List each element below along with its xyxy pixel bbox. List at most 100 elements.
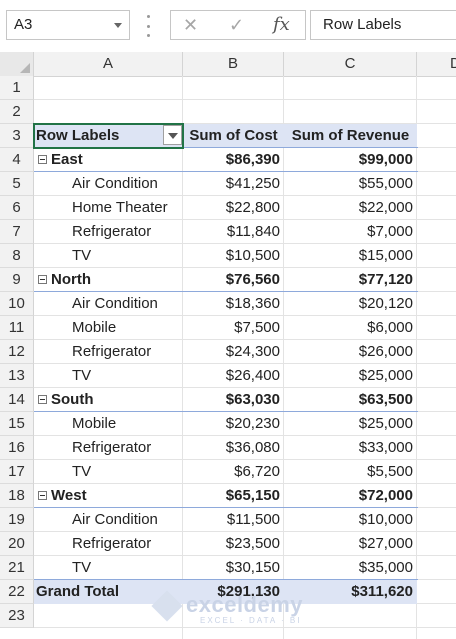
pivot-grand-total-revenue[interactable]: $311,620 [284, 580, 417, 604]
pivot-item-label[interactable]: Refrigerator [34, 340, 183, 364]
pivot-cost-value[interactable]: $18,360 [225, 295, 280, 312]
pivot-item-label[interactable]: Refrigerator [34, 436, 183, 460]
pivot-item-label[interactable]: Mobile [34, 316, 183, 340]
pivot-item-label[interactable]: Refrigerator [34, 220, 183, 244]
row-header-22[interactable]: 22 [0, 580, 34, 604]
column-header-d[interactable]: D [450, 55, 456, 72]
pivot-cost-value[interactable]: $20,230 [225, 415, 280, 432]
pivot-cost-value[interactable]: $86,390 [225, 151, 280, 168]
pivot-item-label[interactable]: Refrigerator [34, 532, 183, 556]
pivot-region-label[interactable]: North [34, 268, 183, 292]
pivot-header-sum-of-revenue[interactable]: Sum of Revenue [284, 124, 417, 148]
row-header-9[interactable]: 9 [0, 268, 34, 292]
row-header-5[interactable]: 5 [0, 172, 34, 196]
enter-check-icon[interactable]: ✓ [229, 15, 245, 35]
pivot-cost-value[interactable]: $7,500 [234, 319, 280, 336]
column-header-b[interactable]: B [183, 52, 284, 76]
pivot-revenue-value[interactable]: $22,000 [358, 199, 413, 216]
row-header-15[interactable]: 15 [0, 412, 34, 436]
pivot-revenue-value[interactable]: $72,000 [358, 487, 413, 504]
row-header-11[interactable]: 11 [0, 316, 34, 340]
pivot-cost-value[interactable]: $6,720 [234, 463, 280, 480]
pivot-cost-value[interactable]: $23,500 [225, 535, 280, 552]
pivot-revenue-value[interactable]: $63,500 [358, 391, 413, 408]
pivot-header-row-labels[interactable]: Row Labels [34, 124, 183, 148]
pivot-revenue-value[interactable]: $25,000 [358, 367, 413, 384]
pivot-revenue-value[interactable]: $6,000 [367, 319, 413, 336]
drag-handle-icon[interactable] [147, 15, 150, 37]
pivot-revenue-value[interactable]: $25,000 [358, 415, 413, 432]
collapse-minus-icon[interactable] [38, 154, 47, 164]
row-header-14[interactable]: 14 [0, 388, 34, 412]
select-all-button[interactable] [0, 52, 34, 76]
row-header-4[interactable]: 4 [0, 148, 34, 172]
row-header-20[interactable]: 20 [0, 532, 34, 556]
pivot-revenue-value[interactable]: $15,000 [358, 247, 413, 264]
pivot-cost-value[interactable]: $30,150 [225, 559, 280, 576]
pivot-cost-value[interactable]: $65,150 [225, 487, 280, 504]
row-header-13[interactable]: 13 [0, 364, 34, 388]
row-header-10[interactable]: 10 [0, 292, 34, 316]
pivot-header-sum-of-cost[interactable]: Sum of Cost [183, 124, 284, 148]
row-header-19[interactable]: 19 [0, 508, 34, 532]
pivot-item-label[interactable]: TV [34, 364, 183, 388]
pivot-item-label[interactable]: Air Condition [34, 508, 183, 532]
pivot-item-label[interactable]: Mobile [34, 412, 183, 436]
pivot-item-label[interactable]: Air Condition [34, 292, 183, 316]
pivot-item-label[interactable]: Air Condition [34, 172, 183, 196]
pivot-region-label[interactable]: East [34, 148, 183, 172]
row-header-17[interactable]: 17 [0, 460, 34, 484]
pivot-item-label[interactable]: Home Theater [34, 196, 183, 220]
pivot-cost-value[interactable]: $36,080 [225, 439, 280, 456]
collapse-minus-icon[interactable] [38, 274, 47, 284]
name-box[interactable]: A3 [6, 10, 130, 40]
row-header-2[interactable]: 2 [0, 100, 34, 124]
pivot-revenue-value[interactable]: $10,000 [358, 511, 413, 528]
pivot-revenue-value[interactable]: $99,000 [358, 151, 413, 168]
pivot-item-label[interactable]: TV [34, 556, 183, 580]
pivot-cost-value[interactable]: $63,030 [225, 391, 280, 408]
gridline-vertical [283, 76, 284, 639]
column-header-a[interactable]: A [34, 52, 183, 76]
pivot-revenue-value[interactable]: $77,120 [358, 271, 413, 288]
pivot-item-label[interactable]: TV [34, 244, 183, 268]
pivot-revenue-value[interactable]: $27,000 [358, 535, 413, 552]
row-header-1[interactable]: 1 [0, 76, 34, 100]
pivot-revenue-value[interactable]: $20,120 [358, 295, 413, 312]
row-header-16[interactable]: 16 [0, 436, 34, 460]
collapse-minus-icon[interactable] [38, 394, 47, 404]
pivot-cost-value[interactable]: $22,800 [225, 199, 280, 216]
row-header-21[interactable]: 21 [0, 556, 34, 580]
pivot-revenue-value[interactable]: $55,000 [358, 175, 413, 192]
cancel-icon[interactable]: ✕ [183, 15, 199, 35]
collapse-minus-icon[interactable] [38, 490, 47, 500]
pivot-region-label[interactable]: South [34, 388, 183, 412]
formula-input[interactable]: Row Labels [310, 10, 456, 40]
pivot-revenue-value[interactable]: $5,500 [367, 463, 413, 480]
pivot-revenue-value[interactable]: $7,000 [367, 223, 413, 240]
row-header-3[interactable]: 3 [0, 124, 34, 148]
pivot-item-label[interactable]: TV [34, 460, 183, 484]
row-header-8[interactable]: 8 [0, 244, 34, 268]
chevron-down-icon[interactable] [114, 23, 122, 28]
column-header-c[interactable]: C [284, 52, 417, 76]
pivot-grand-total-cost[interactable]: $291,130 [183, 580, 284, 604]
row-header-12[interactable]: 12 [0, 340, 34, 364]
pivot-cost-value[interactable]: $76,560 [225, 271, 280, 288]
row-header-18[interactable]: 18 [0, 484, 34, 508]
pivot-region-label[interactable]: West [34, 484, 183, 508]
pivot-cost-value[interactable]: $24,300 [225, 343, 280, 360]
pivot-cost-value[interactable]: $11,500 [226, 511, 280, 528]
row-labels-filter-button[interactable] [163, 125, 182, 145]
pivot-cost-value[interactable]: $41,250 [225, 175, 280, 192]
pivot-revenue-value[interactable]: $35,000 [358, 559, 413, 576]
row-header-7[interactable]: 7 [0, 220, 34, 244]
row-header-6[interactable]: 6 [0, 196, 34, 220]
pivot-revenue-value[interactable]: $33,000 [358, 439, 413, 456]
insert-function-icon[interactable]: fx [273, 14, 290, 35]
pivot-cost-value[interactable]: $26,400 [225, 367, 280, 384]
pivot-cost-value[interactable]: $11,840 [226, 223, 280, 240]
pivot-revenue-value[interactable]: $26,000 [358, 343, 413, 360]
pivot-cost-value[interactable]: $10,500 [225, 247, 280, 264]
row-header-23[interactable]: 23 [0, 604, 34, 628]
